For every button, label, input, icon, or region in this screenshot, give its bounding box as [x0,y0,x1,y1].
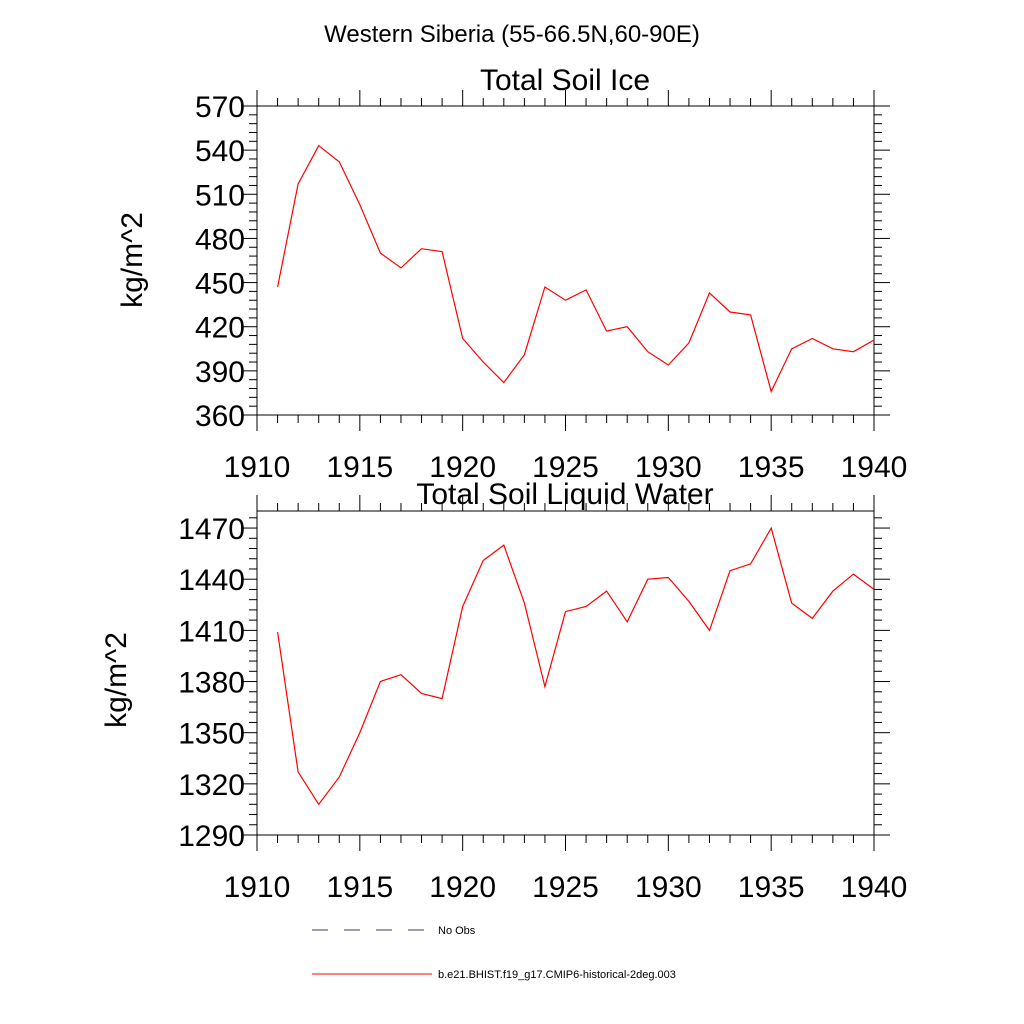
y-tick-label: 480 [195,223,245,256]
y-tick-label: 510 [195,179,245,212]
legend: No Obs b.e21.BHIST.f19_g17.CMIP6-histori… [312,925,676,981]
y-tick-label: 1320 [178,769,245,802]
panel-total-soil-ice: Total Soil Ice kg/m^2 1910 1915 1920 1925 19… [116,64,907,484]
x-tick-label: 1910 [224,451,291,484]
x-tick-label: 1920 [429,451,496,484]
y-tick-label: 1440 [178,564,245,597]
y-tick-label: 1290 [178,820,245,853]
y-tick-label: 420 [195,312,245,345]
legend-model-label: b.e21.BHIST.f19_g17.CMIP6-historical-2de… [438,969,676,981]
x-tick-label: 1940 [841,451,908,484]
x-tick-label: 1915 [326,451,393,484]
series-line [277,526,875,806]
x-tick-label: 1930 [635,871,702,904]
y-tick-label: 540 [195,135,245,168]
y-tick-label: 1410 [178,615,245,648]
series-line [277,144,875,394]
y-axis-label: kg/m^2 [100,632,133,728]
x-tick-label: 1920 [429,871,496,904]
x-tick-label: 1935 [738,871,805,904]
plot-frame [256,105,875,416]
plot-frame [256,510,875,836]
y-tick-label: 1470 [178,513,245,546]
y-tick-label: 360 [195,400,245,433]
y-tick-label: 390 [195,356,245,389]
legend-no-obs-label: No Obs [438,925,476,937]
x-tick-label: 1940 [841,871,908,904]
y-tick-label: 1380 [178,667,245,700]
y-tick-label: 1350 [178,718,245,751]
y-tick-label: 450 [195,268,245,301]
y-tick-label: 570 [195,91,245,124]
x-tick-label: 1925 [532,871,599,904]
x-tick-label: 1925 [532,451,599,484]
y-axis-label: kg/m^2 [116,212,149,308]
x-tick-label: 1935 [738,451,805,484]
x-tick-label: 1930 [635,451,702,484]
x-tick-label: 1915 [326,871,393,904]
panel-total-soil-liquid-water: Total Soil Liquid Water kg/m^2 1910 1915 1… [100,478,907,904]
x-tick-label: 1910 [224,871,291,904]
figure-title: Western Siberia (55-66.5N,60-90E) [324,21,700,48]
